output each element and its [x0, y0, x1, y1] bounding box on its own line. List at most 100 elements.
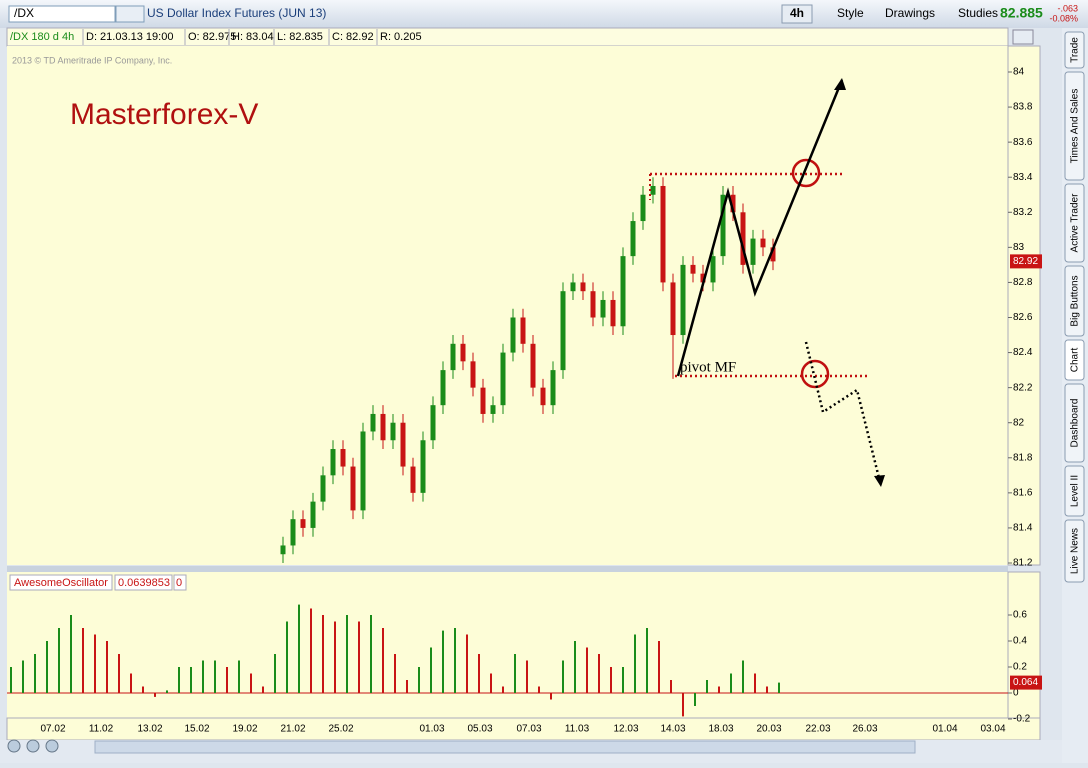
osc-bar	[166, 690, 168, 693]
candle-body	[450, 343, 456, 371]
y-tick-label: 81.8	[1013, 452, 1033, 463]
side-tab[interactable]	[1064, 465, 1085, 517]
osc-bar	[754, 673, 756, 693]
osc-bar	[370, 615, 372, 693]
osc-bar	[670, 680, 672, 693]
x-tick-label: 20.03	[756, 724, 781, 735]
last-price-label: 82.92	[1013, 256, 1038, 267]
y-tick-label: -0.2	[1013, 714, 1031, 725]
side-tab[interactable]	[1064, 71, 1085, 181]
side-tab-label: Big Buttons	[1070, 275, 1081, 326]
candle-body	[380, 413, 386, 441]
aggregation: 4h	[790, 6, 804, 20]
candle-body	[570, 282, 576, 292]
studies-btn[interactable]: Studies	[958, 6, 998, 20]
osc-bar	[94, 634, 96, 693]
side-tab[interactable]	[1064, 339, 1085, 381]
x-tick-label: 01.03	[419, 724, 444, 735]
osc-bar	[346, 615, 348, 693]
osc-bar	[646, 628, 648, 693]
side-tab-label: Trade	[1070, 37, 1081, 63]
price-axis	[1007, 45, 1041, 566]
y-tick-label: 82	[1013, 417, 1025, 428]
x-tick-label: 11.03	[565, 724, 590, 735]
x-tick-label: 13.02	[137, 724, 162, 735]
candle-body	[530, 343, 536, 388]
candle-body	[360, 431, 366, 511]
agg-btn[interactable]	[781, 4, 813, 24]
circle	[800, 359, 830, 389]
zoom-btn[interactable]	[45, 739, 59, 753]
candle-body	[520, 317, 526, 344]
osc-bar	[778, 682, 780, 693]
y-tick-label: 83.4	[1013, 172, 1033, 183]
candle-body	[510, 317, 516, 353]
y-tick-label: 84	[1013, 67, 1025, 78]
osc-bar	[310, 608, 312, 693]
osc-bar	[226, 667, 228, 693]
splitter[interactable]	[7, 566, 1008, 572]
chart-settings[interactable]	[1012, 29, 1034, 45]
candle-body	[280, 545, 286, 555]
side-tab-label: Level II	[1070, 475, 1081, 507]
side-tab[interactable]	[1064, 31, 1085, 69]
candle-body	[600, 299, 606, 318]
osc-axis	[1007, 571, 1041, 719]
x-tick-label: 18.03	[708, 724, 733, 735]
osc-bar	[586, 647, 588, 693]
zoom-btn[interactable]	[7, 739, 21, 753]
side-tab[interactable]	[1064, 383, 1085, 463]
osc-bar	[682, 693, 684, 717]
style-btn[interactable]: Style	[837, 6, 864, 20]
candle-body	[490, 405, 496, 414]
candle-body	[340, 449, 346, 467]
arrowhead	[874, 475, 885, 487]
osc-bar	[178, 667, 180, 693]
candle-body	[750, 238, 756, 265]
candle-body	[630, 221, 636, 257]
osc-bar	[202, 660, 204, 693]
side-tab[interactable]	[1064, 519, 1085, 583]
osc-bar	[322, 615, 324, 693]
candle-body	[690, 264, 696, 274]
y-tick-label: 83.6	[1013, 137, 1033, 148]
x-tick-label: 07.03	[516, 724, 541, 735]
last-price-tag	[1010, 254, 1042, 269]
osc-bar	[382, 628, 384, 693]
y-tick-label: 83.8	[1013, 102, 1033, 113]
osc-bar	[334, 621, 336, 693]
osc-bar	[598, 654, 600, 693]
y-tick-label: 0	[1013, 688, 1019, 699]
osc-bar	[142, 686, 144, 693]
study-name-box[interactable]	[9, 574, 113, 591]
x-tick-label: 14.03	[660, 724, 685, 735]
drawings-btn[interactable]: Drawings	[885, 6, 935, 20]
symbol-menu[interactable]	[115, 5, 145, 23]
symbol-box[interactable]	[8, 5, 116, 23]
zoom-btn[interactable]	[26, 739, 40, 753]
candle-body	[480, 387, 486, 414]
side-tab[interactable]	[1064, 183, 1085, 263]
info-cell: D: 21.03.13 19:00	[86, 31, 173, 43]
candle-body	[770, 247, 776, 262]
study-header	[7, 572, 1008, 592]
osc-bar	[298, 604, 300, 693]
side-tab[interactable]	[1064, 265, 1085, 337]
osc-bar	[46, 641, 48, 693]
time-labels: 07.02 11.02 13.02 15.02 19.02 21.02 25.02 01.03…	[40, 724, 1005, 735]
side-tab-label: Live News	[1070, 528, 1081, 574]
candle-body	[320, 475, 326, 502]
candle-body	[580, 282, 586, 292]
scroll-thumb[interactable]	[94, 740, 916, 754]
candle-body	[710, 256, 716, 283]
osc-bar	[274, 654, 276, 693]
x-tick-label: 25.02	[328, 724, 353, 735]
osc-bar	[418, 667, 420, 693]
osc-bar	[394, 654, 396, 693]
candle-body	[660, 185, 666, 283]
osc-bar	[514, 654, 516, 693]
arrow-down	[804, 341, 882, 483]
candle-body	[670, 282, 676, 336]
side-tab-label: Times And Sales	[1070, 89, 1081, 164]
study-name: AwesomeOscillator	[14, 577, 108, 589]
